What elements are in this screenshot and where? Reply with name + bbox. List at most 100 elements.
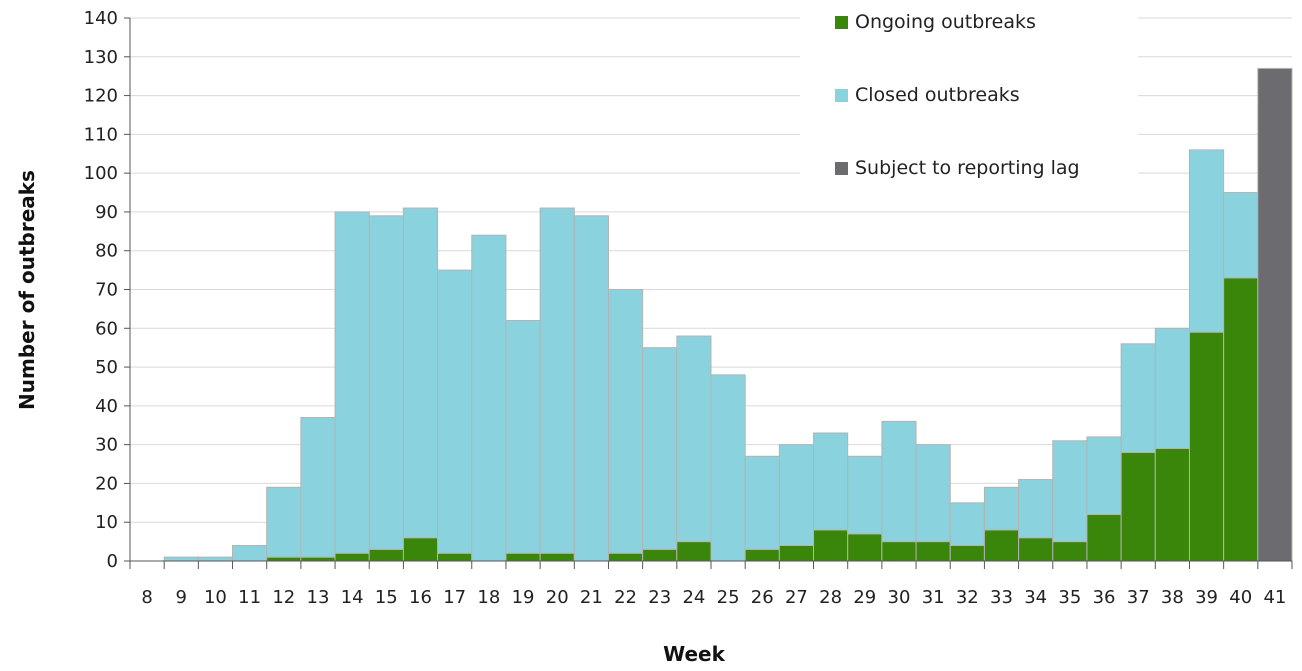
bar-segment (471, 234, 507, 562)
x-tick-label: 28 (819, 587, 842, 608)
y-tick-label: 0 (107, 551, 118, 572)
bar-segment (368, 215, 404, 550)
bar-segment (437, 552, 473, 562)
x-tick-label: 33 (990, 587, 1013, 608)
bar-segment (983, 486, 1020, 531)
legend-background (800, 4, 1138, 190)
bar-segment (505, 552, 541, 562)
bar-segment (232, 544, 268, 562)
bar-segment (1188, 149, 1225, 333)
x-tick-label: 29 (853, 587, 876, 608)
bar-segment (915, 541, 951, 562)
x-tick-label: 36 (1093, 587, 1116, 608)
legend-label: Subject to reporting lag (855, 157, 1080, 179)
bar-segment (539, 552, 575, 562)
bars (163, 67, 1293, 562)
bar-segment (402, 537, 439, 562)
bar-segment (881, 541, 917, 562)
x-tick-label: 35 (1058, 587, 1081, 608)
bar-segment (676, 541, 712, 562)
y-axis-title: Number of outbreaks (15, 170, 39, 410)
x-tick-label: 30 (888, 587, 911, 608)
bar-segment (778, 444, 815, 546)
bar-segment (676, 335, 712, 543)
bar-segment (949, 502, 985, 546)
bar-segment (1223, 277, 1259, 562)
x-tick-label: 17 (443, 587, 466, 608)
bar-segment (197, 556, 234, 562)
bar-segment (813, 529, 849, 562)
bar-segment (778, 544, 815, 562)
bar-segment (642, 548, 678, 562)
bar-segment (607, 552, 644, 562)
x-tick-label: 9 (176, 587, 187, 608)
bar-segment (710, 374, 746, 562)
y-tick-label: 120 (84, 86, 118, 107)
legend-swatch (835, 16, 848, 29)
bar-segment (1086, 513, 1122, 562)
bar-segment (437, 269, 473, 554)
y-tick-label: 140 (84, 8, 118, 29)
y-tick-label: 60 (95, 318, 118, 339)
bar-segment (1018, 537, 1054, 562)
bar-segment (573, 215, 609, 562)
bar-segment (881, 420, 917, 543)
x-tick-label: 20 (546, 587, 569, 608)
axes: 0 10 20 30 40 50 60 70 80 90 100 110 120 130 140 8 9 10 11… (84, 8, 1293, 608)
bar-segment (744, 548, 780, 562)
bar-segment (163, 556, 199, 562)
y-tick-label: 100 (84, 163, 118, 184)
bar-segment (505, 320, 541, 554)
bar-segment (368, 548, 404, 562)
x-tick-label: 8 (141, 587, 152, 608)
bar-segment (847, 455, 883, 535)
bar-segment (300, 556, 336, 562)
y-tick-label: 10 (95, 512, 118, 533)
y-tick-label: 110 (84, 124, 118, 145)
legend: Ongoing outbreaks Closed outbreaks Subject… (800, 4, 1138, 190)
bar-segment (607, 289, 644, 554)
bar-segment (334, 552, 370, 562)
y-tick-label: 50 (95, 357, 118, 378)
x-tick-label: 13 (307, 587, 330, 608)
x-axis-title: Week (663, 642, 725, 666)
bar-segment (983, 529, 1020, 562)
legend-swatch (835, 162, 848, 175)
y-tick-label: 80 (95, 241, 118, 262)
bar-segment (1154, 327, 1190, 450)
bar-segment (1120, 343, 1156, 453)
x-tick-label: 14 (341, 587, 364, 608)
legend-label: Closed outbreaks (855, 84, 1020, 106)
x-tick-label: 10 (204, 587, 227, 608)
x-tick-label: 12 (272, 587, 295, 608)
x-tick-label: 27 (785, 587, 808, 608)
x-tick-label: 32 (956, 587, 979, 608)
bar-segment (1120, 451, 1156, 562)
x-tick-label: 37 (1127, 587, 1150, 608)
bar-segment (915, 444, 951, 543)
x-tick-label: 23 (648, 587, 671, 608)
x-tick-label: 24 (682, 587, 705, 608)
bar-segment (1052, 440, 1088, 543)
bar-segment (266, 556, 302, 562)
bar-segment (1052, 541, 1088, 562)
bar-segment (949, 544, 985, 562)
bar-segment (1018, 479, 1054, 539)
x-tick-label: 26 (751, 587, 774, 608)
bar-segment (1154, 448, 1190, 562)
bar-segment (539, 207, 575, 554)
x-tick-label: 34 (1024, 587, 1047, 608)
x-tick-label: 41 (1263, 587, 1286, 608)
x-tick-label: 21 (580, 587, 603, 608)
bar-segment (744, 455, 780, 550)
x-tick-label: 40 (1229, 587, 1252, 608)
bar-segment (300, 416, 336, 558)
y-tick-label: 90 (95, 202, 118, 223)
bar-segment (1086, 436, 1122, 515)
y-tick-label: 40 (95, 396, 118, 417)
x-tick-label: 15 (375, 587, 398, 608)
legend-swatch (835, 89, 848, 102)
bar-segment (1188, 331, 1225, 562)
bar-segment (1257, 67, 1293, 562)
